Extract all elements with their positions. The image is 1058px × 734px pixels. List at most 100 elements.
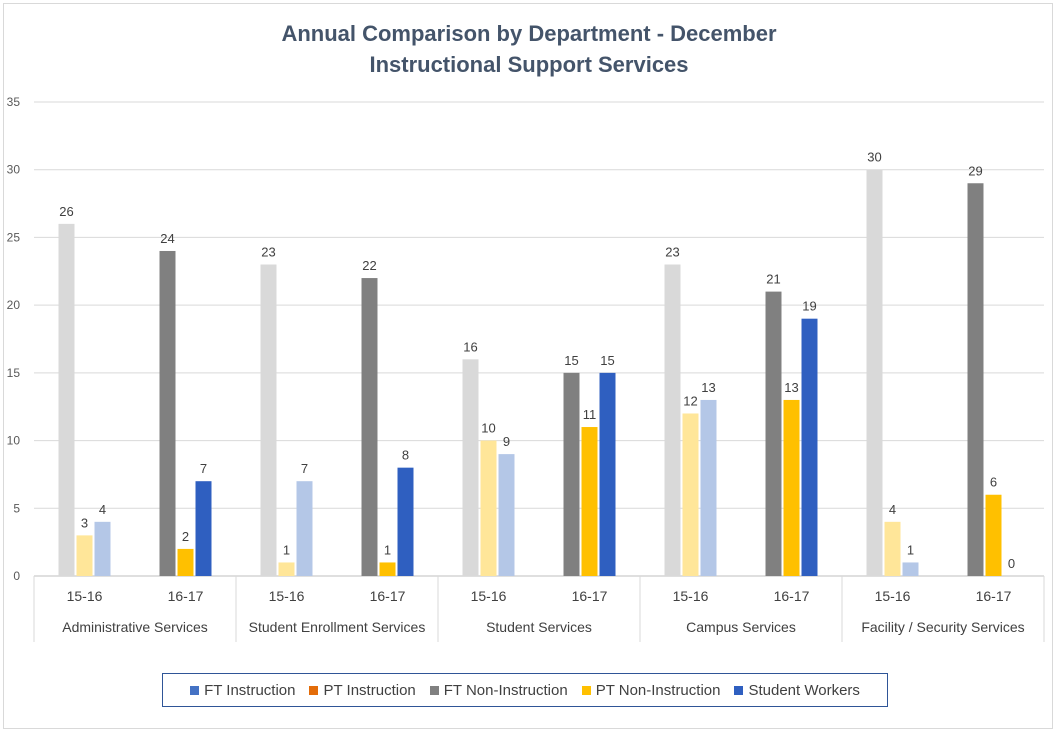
bar-student_workers [599,372,616,576]
category-label: Facility / Security Services [861,619,1024,635]
data-label: 2 [182,529,189,544]
year-label: 15-16 [269,588,305,604]
category-label: Student Services [486,619,592,635]
legend-item-pt_instruction: PT Instruction [309,681,416,699]
year-label: 15-16 [471,588,507,604]
data-label: 7 [301,461,308,476]
bar-pt_non_instruction [379,562,396,576]
year-label: 16-17 [976,588,1012,604]
data-label: 13 [784,380,798,395]
bar-student_workers [498,454,515,576]
data-label: 1 [283,542,290,557]
year-label: 16-17 [774,588,810,604]
legend-swatch [734,685,744,695]
data-label: 7 [200,461,207,476]
bar-pt_non_instruction [783,399,800,576]
bar-student_workers [700,399,717,576]
bar-student_workers [902,562,919,576]
bar-pt_non_instruction [985,494,1002,576]
year-label: 15-16 [673,588,709,604]
bar-ft_non_instruction [58,223,75,576]
bar-ft_non_instruction [361,278,378,576]
legend-item-ft_instruction: FT Instruction [190,682,295,699]
bar-ft_non_instruction [462,359,479,576]
bar-pt_non_instruction [278,562,295,576]
data-label: 3 [81,515,88,530]
bar-pt_non_instruction [76,535,93,576]
bar-student_workers [94,521,111,576]
legend-item-pt_non_instruction: PT Non-Instruction [581,681,721,699]
bar-ft_non_instruction [260,264,277,576]
y-tick-label: 35 [7,95,21,109]
chart-title: Annual Comparison by Department - Decemb… [0,18,1058,80]
bar-ft_non_instruction [967,183,984,576]
bar-ft_non_instruction [765,291,782,576]
data-label: 1 [384,542,391,557]
data-label: 13 [701,380,715,395]
data-label: 23 [665,245,679,260]
data-label: 22 [362,258,376,273]
legend-label: PT Non-Instruction [595,681,721,699]
data-label: 16 [463,339,477,354]
bar-student_workers [397,467,414,576]
legend-swatch [581,685,591,695]
data-label: 8 [402,448,409,463]
legend-item-ft_non_instruction: FT Non-Instruction [429,681,568,699]
bar-pt_non_instruction [177,548,194,576]
data-label: 11 [583,407,597,422]
data-label: 4 [99,502,106,517]
bar-ft_non_instruction [159,250,176,576]
data-label: 23 [261,245,275,260]
legend-swatch [429,685,439,695]
legend-swatch [190,685,200,695]
bar-student_workers [801,318,818,576]
bar-ft_non_instruction [866,169,883,576]
data-label: 21 [766,272,780,287]
data-label: 30 [867,150,881,165]
data-label: 0 [1008,556,1015,571]
data-label: 15 [600,353,614,368]
legend-label: PT Instruction [323,681,416,699]
legend-label: FT Non-Instruction [443,681,568,699]
bar-pt_non_instruction [682,413,699,576]
bar-ft_non_instruction [563,372,580,576]
y-tick-label: 25 [7,230,21,244]
chart-title-line-1: Annual Comparison by Department - Decemb… [281,21,777,46]
data-label: 1 [907,542,914,557]
year-label: 16-17 [370,588,406,604]
chart-title-line-2: Instructional Support Services [369,52,689,77]
y-tick-label: 20 [7,298,21,312]
data-label: 26 [59,204,73,219]
data-label: 15 [564,353,578,368]
bar-pt_non_instruction [581,427,598,576]
y-tick-label: 30 [7,163,21,177]
category-label: Administrative Services [62,619,208,635]
data-label: 4 [889,502,896,517]
legend-label: FT Instruction [204,681,296,699]
data-label: 12 [683,393,697,408]
legend-item-student_workers: Student Workers [734,681,860,699]
data-label: 6 [990,475,997,490]
year-label: 15-16 [67,588,103,604]
legend-label: Student Workers [748,681,860,699]
data-label: 10 [481,421,495,436]
y-tick-label: 5 [13,501,20,515]
data-label: 24 [160,231,174,246]
bar-student_workers [195,481,212,576]
category-label: Student Enrollment Services [249,619,426,635]
bar-pt_non_instruction [480,440,497,576]
year-label: 15-16 [875,588,911,604]
data-label: 29 [968,163,982,178]
y-tick-label: 0 [13,569,20,583]
data-label: 19 [802,299,816,314]
data-label: 9 [503,434,510,449]
year-label: 16-17 [168,588,204,604]
category-label: Campus Services [686,619,796,635]
bar-ft_non_instruction [664,264,681,576]
year-label: 16-17 [572,588,608,604]
y-tick-label: 10 [7,434,21,448]
bar-student_workers [296,481,313,576]
legend-swatch [309,685,319,695]
bar-pt_non_instruction [884,521,901,576]
